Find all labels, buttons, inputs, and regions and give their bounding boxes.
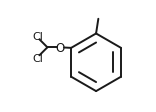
Text: O: O	[56, 41, 65, 54]
Text: Cl: Cl	[33, 32, 44, 42]
Text: Cl: Cl	[33, 54, 44, 64]
